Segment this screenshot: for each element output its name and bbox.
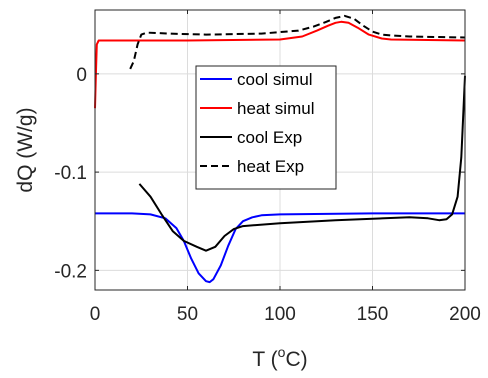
legend: cool simul heat simul cool Exp heat Exp (195, 65, 337, 190)
y-axis-label: dQ (W/g) (14, 107, 37, 192)
x-tick-label: 0 (90, 304, 101, 325)
legend-label-cool-simul: cool simul (237, 70, 313, 89)
x-tick-labels: 0 50 100 150 200 (90, 304, 481, 325)
tick-marks (94, 10, 466, 290)
y-tick-label: -0.2 (54, 261, 87, 282)
x-tick-label: 150 (357, 304, 389, 325)
x-tick-label: 200 (449, 304, 481, 325)
series-line-heat-simul (94, 20, 466, 109)
x-tick-label: 100 (264, 304, 296, 325)
x-tick-label: 50 (177, 304, 198, 325)
x-axis-label-suffix: C) (285, 348, 307, 371)
legend-label-cool-exp: cool Exp (237, 128, 302, 147)
y-tick-label: -0.1 (54, 163, 87, 184)
series-layer (94, 14, 466, 284)
series-line-heat-exp (129, 14, 466, 70)
x-axis-label-superscript: o (278, 344, 286, 360)
y-tick-labels: 0 -0.1 -0.2 (54, 65, 87, 282)
series-line-cool-exp (138, 75, 466, 252)
y-tick-label: 0 (76, 65, 87, 86)
legend-label-heat-exp: heat Exp (237, 157, 304, 176)
legend-box (195, 65, 337, 190)
legend-label-heat-simul: heat simul (237, 99, 314, 118)
series-line-cool-simul (95, 212, 465, 284)
x-axis-label: T (oC) (252, 344, 307, 371)
x-axis-label-prefix: T ( (252, 348, 277, 371)
